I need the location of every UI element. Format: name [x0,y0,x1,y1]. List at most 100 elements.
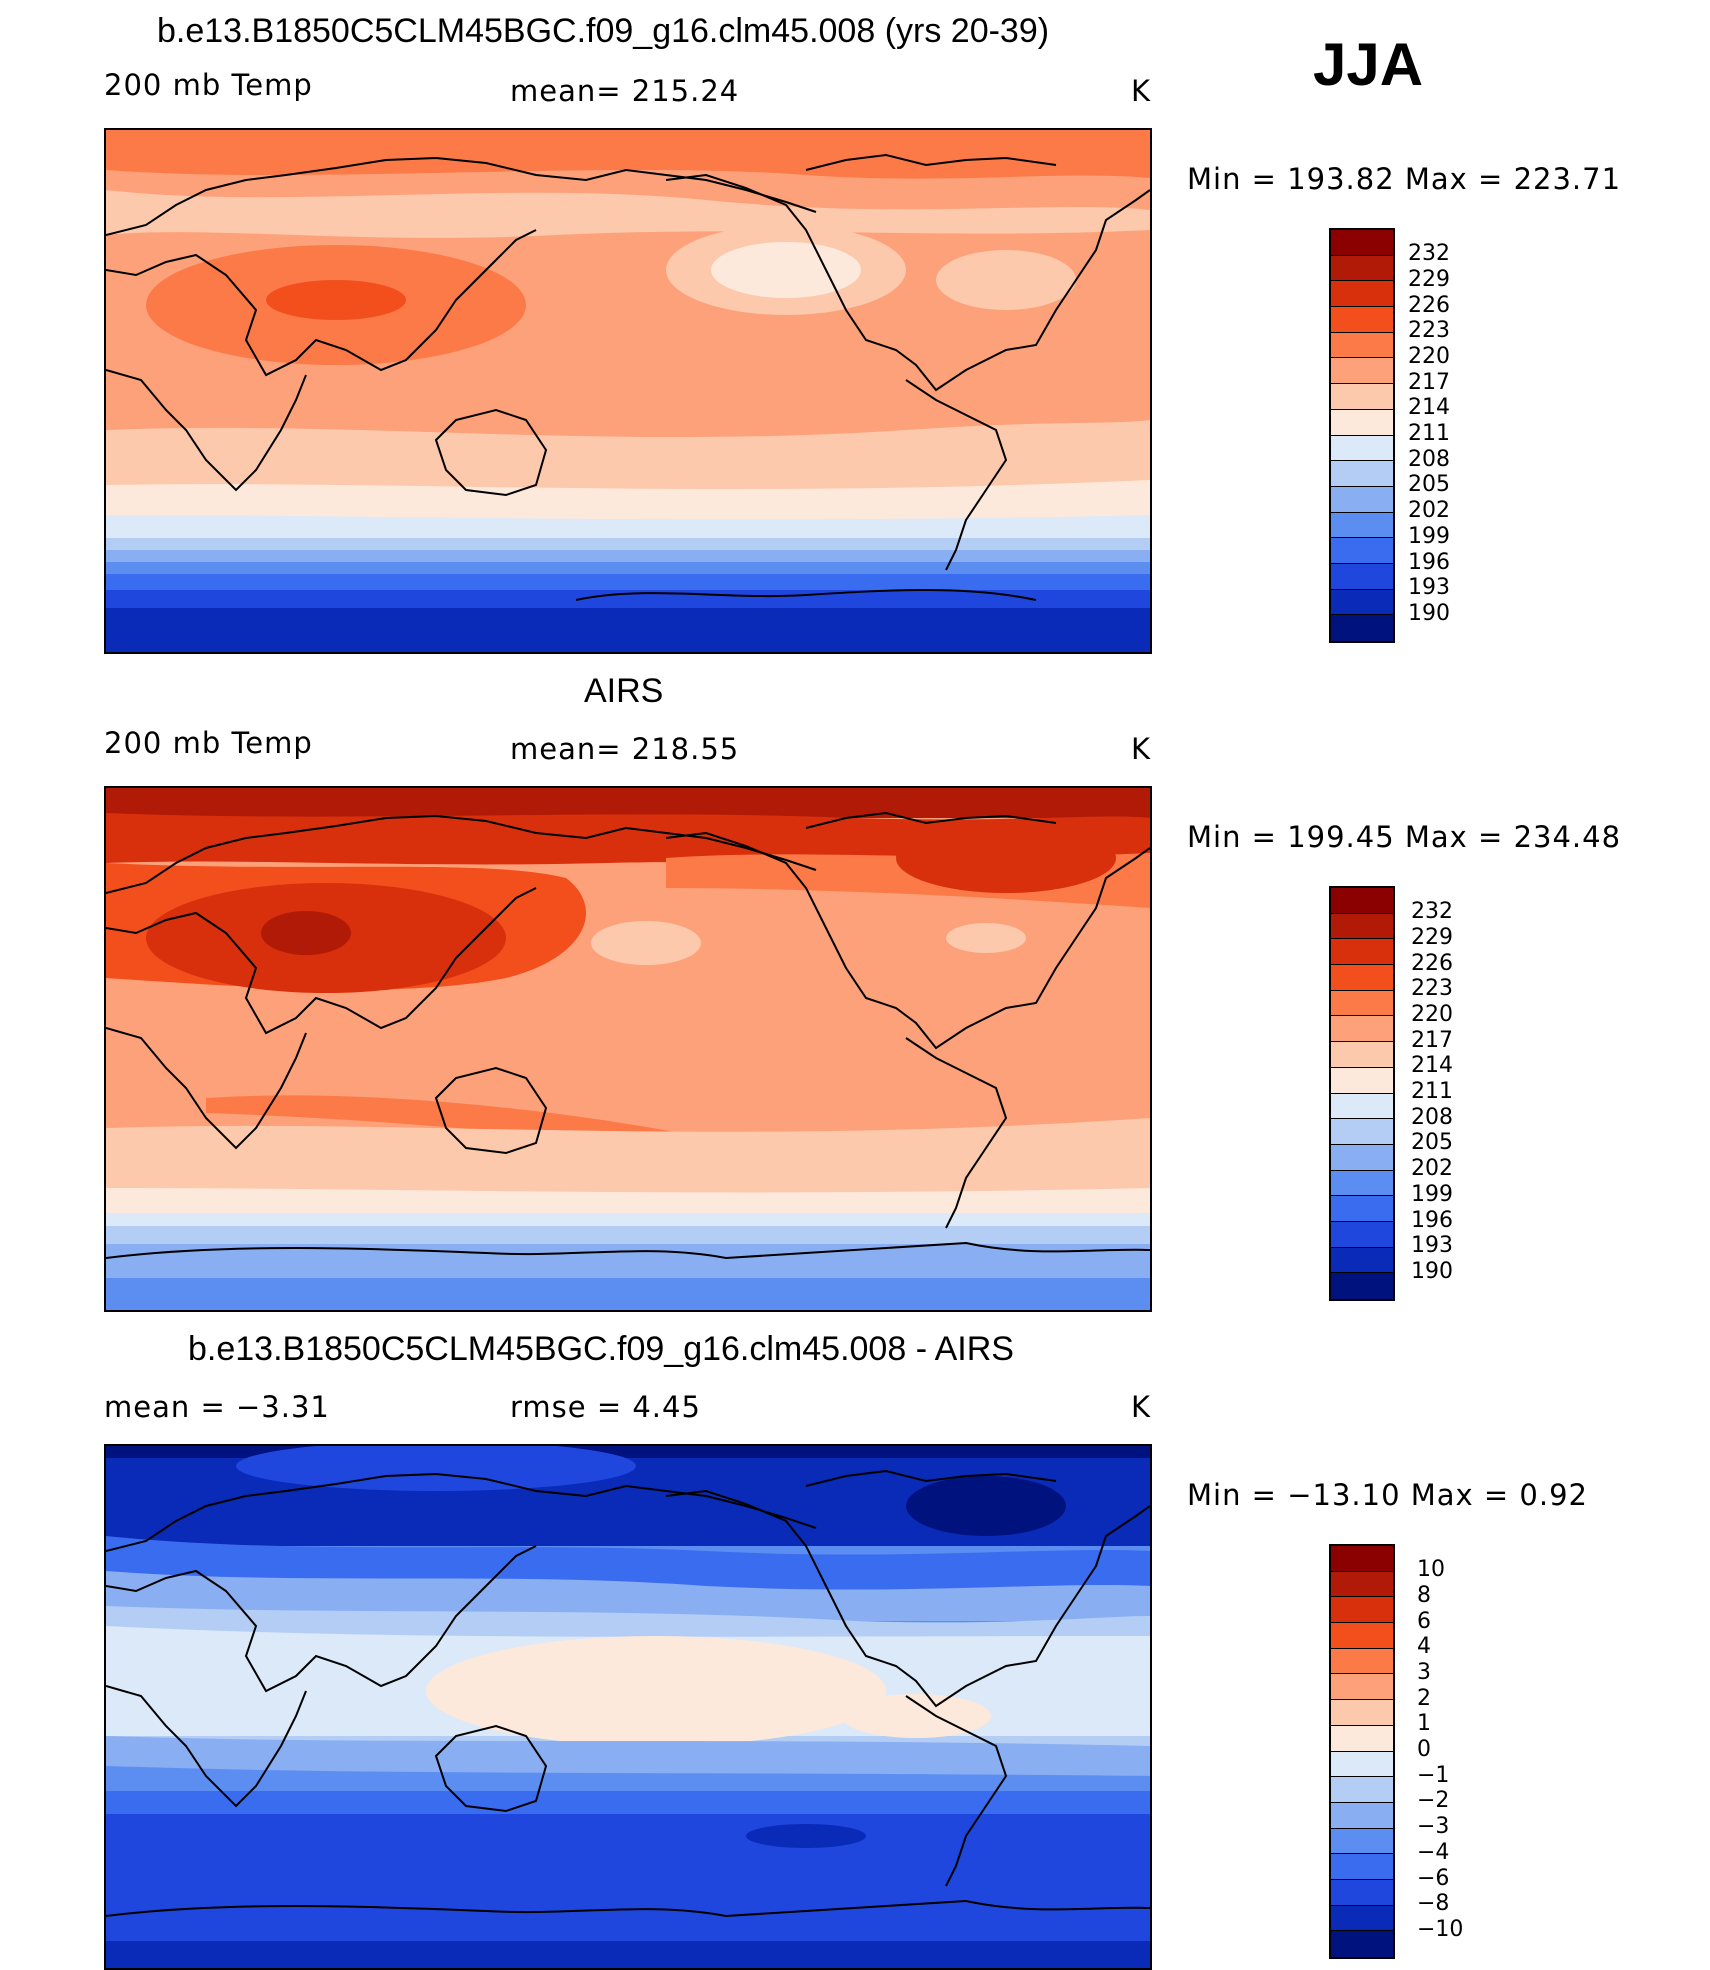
panel-mean-model: mean= 215.24 [510,74,740,108]
colorbar-swatch [1331,461,1393,487]
colorbar-label: 199 [1408,524,1450,549]
colorbar-label: 2 [1417,1686,1431,1711]
panel-variable-obs: 200 mb Temp [104,726,313,760]
panel-title-model: b.e13.B1850C5CLM45BGC.f09_g16.clm45.008 … [157,12,1050,50]
colorbar-label: 10 [1417,1557,1445,1582]
colorbar-label: 190 [1408,601,1450,626]
colorbar-model [1329,228,1395,643]
colorbar-swatch [1331,1042,1393,1068]
colorbar-label: 196 [1408,550,1450,575]
colorbar-swatch [1331,384,1393,410]
colorbar-swatch [1331,615,1393,641]
colorbar-swatch [1331,1273,1393,1299]
colorbar-label: 6 [1417,1609,1431,1634]
colorbar-label: 232 [1408,241,1450,266]
colorbar-diff [1329,1544,1395,1959]
panel-rmse-diff: rmse = 4.45 [510,1390,701,1424]
colorbar-label: 193 [1411,1233,1453,1258]
colorbar-label: −4 [1417,1840,1450,1865]
colorbar-swatch [1331,1093,1393,1120]
colorbar-swatch [1331,1879,1393,1906]
colorbar-label: 214 [1408,395,1450,420]
colorbar-label: 211 [1408,421,1450,446]
panel-units-obs: K [1131,732,1152,766]
colorbar-label: 223 [1408,318,1450,343]
colorbar-label: 217 [1411,1028,1453,1053]
colorbar-swatch [1331,1546,1393,1572]
colorbar-label: 211 [1411,1079,1453,1104]
colorbar-label: 220 [1408,344,1450,369]
colorbar-label: 205 [1411,1130,1453,1155]
colorbar-swatch [1331,1196,1393,1222]
panel-units-model: K [1131,74,1152,108]
panel-minmax-obs: Min = 199.45 Max = 234.48 [1187,820,1622,854]
colorbar-swatch [1331,1751,1393,1778]
colorbar-label: −3 [1417,1814,1450,1839]
colorbar-swatch [1331,512,1393,539]
panel-variable-model: 200 mb Temp [104,68,313,102]
colorbar-swatch [1331,1700,1393,1726]
panel-title-diff: b.e13.B1850C5CLM45BGC.f09_g16.clm45.008 … [188,1330,1014,1368]
panel-mean-diff: mean = −3.31 [104,1390,330,1424]
colorbar-label: 196 [1411,1208,1453,1233]
colorbar-obs [1329,886,1395,1301]
colorbar-swatch [1331,990,1393,1017]
colorbar-label: 229 [1408,267,1450,292]
colorbar-swatch [1331,1802,1393,1829]
map-obs [104,786,1152,1312]
colorbar-label: 0 [1417,1737,1431,1762]
colorbar-swatch [1331,1725,1393,1752]
colorbar-swatch [1331,1247,1393,1274]
colorbar-label: 202 [1411,1156,1453,1181]
colorbar-swatch [1331,358,1393,385]
colorbar-label: 3 [1417,1660,1431,1685]
colorbar-swatch [1331,1016,1393,1043]
panel-units-diff: K [1131,1390,1152,1424]
colorbar-label: −1 [1417,1763,1450,1788]
colorbar-swatch [1331,307,1393,333]
panel-title-obs: AIRS [584,672,664,710]
colorbar-label: 232 [1411,899,1453,924]
colorbar-label: 217 [1408,370,1450,395]
colorbar-swatch [1331,1674,1393,1701]
colorbar-label: 220 [1411,1002,1453,1027]
colorbar-label: 193 [1408,575,1450,600]
colorbar-swatch [1331,965,1393,991]
map-model [104,128,1152,654]
colorbar-swatch [1331,1828,1393,1855]
colorbar-label: 214 [1411,1053,1453,1078]
colorbar-swatch [1331,332,1393,359]
colorbar-label: 199 [1411,1182,1453,1207]
colorbar-swatch [1331,1221,1393,1248]
colorbar-label: −2 [1417,1788,1450,1813]
colorbar-label: −8 [1417,1891,1450,1916]
colorbar-swatch [1331,1777,1393,1803]
colorbar-swatch [1331,538,1393,564]
colorbar-swatch [1331,1119,1393,1145]
colorbar-label: −10 [1417,1917,1464,1942]
colorbar-label: 8 [1417,1583,1431,1608]
map-diff [104,1444,1152,1970]
colorbar-swatch [1331,1067,1393,1094]
colorbar-swatch [1331,1623,1393,1649]
colorbar-label: 1 [1417,1711,1431,1736]
colorbar-label: 223 [1411,976,1453,1001]
colorbar-label: 205 [1408,472,1450,497]
season-label: JJA [1313,31,1424,98]
colorbar-swatch [1331,589,1393,616]
colorbar-swatch [1331,913,1393,940]
colorbar-label: 202 [1408,498,1450,523]
panel-minmax-model: Min = 193.82 Max = 223.71 [1187,162,1622,196]
colorbar-swatch [1331,230,1393,256]
colorbar-label: 208 [1408,447,1450,472]
colorbar-label: 226 [1408,293,1450,318]
colorbar-swatch [1331,888,1393,914]
colorbar-swatch [1331,486,1393,513]
colorbar-swatch [1331,563,1393,590]
colorbar-swatch [1331,1854,1393,1880]
colorbar-swatch [1331,1931,1393,1957]
colorbar-swatch [1331,1571,1393,1598]
colorbar-label: 208 [1411,1105,1453,1130]
colorbar-label: 229 [1411,925,1453,950]
colorbar-swatch [1331,1905,1393,1932]
